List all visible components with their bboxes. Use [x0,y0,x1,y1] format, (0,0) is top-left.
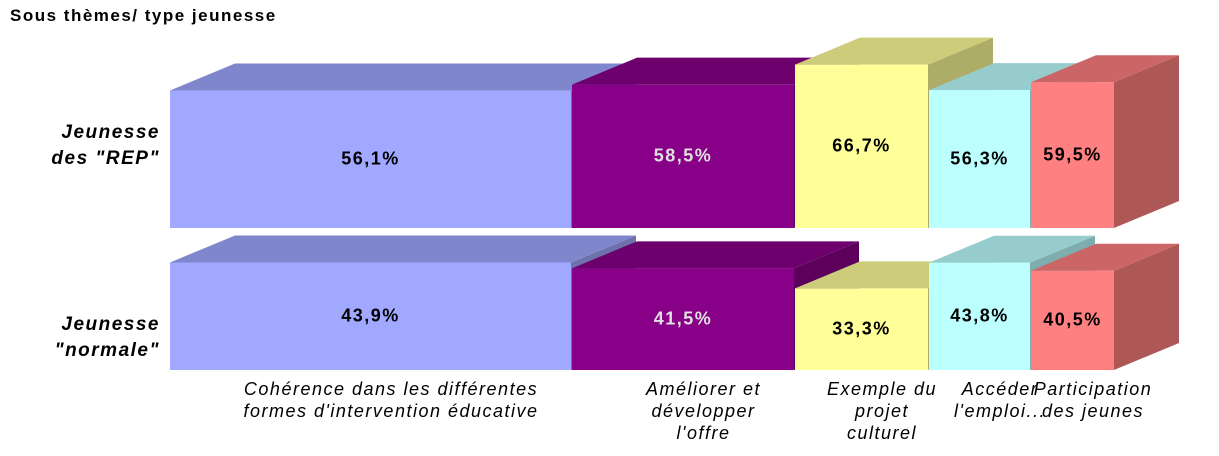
bar-top [572,57,859,85]
value-label: 33,3% [832,318,891,339]
x-tick-label: Cohérence dans les différentes formes d'… [243,379,539,421]
value-label: 66,7% [832,135,891,156]
bar [572,268,794,370]
chart-title: Sous thèmes/ type jeunesse [10,6,277,25]
bar-top [1031,55,1179,83]
x-tick-label: Accéder l'emploi... [954,379,1046,421]
bar-top [170,63,636,91]
value-label: 43,8% [950,305,1009,326]
bar-top [170,235,636,263]
value-label: 59,5% [1043,144,1102,165]
bar [572,84,794,228]
row-label: Jeunesse "normale" [54,314,160,361]
x-tick-label: Améliorer et développer l'offre [645,379,762,443]
bar-side [1114,55,1179,228]
x-tick-label: Exemple du projet culturel [826,379,938,443]
bar [170,90,571,229]
value-label: 56,3% [950,148,1009,169]
bar-top [795,37,993,65]
value-label: 43,9% [341,305,400,326]
bar-top [1031,243,1179,271]
x-tick-label: Participation des jeunes [1033,379,1153,421]
bar [795,288,928,370]
bar [1031,82,1114,228]
bar [929,90,1030,228]
bar [929,262,1030,370]
bar-top [929,235,1095,263]
bar [795,64,928,229]
bar [1031,270,1114,370]
value-label: 41,5% [653,308,713,329]
value-label: 40,5% [1043,309,1102,330]
bar-side [1114,243,1179,370]
bar-top [929,63,1095,91]
value-label: 56,1% [341,148,400,169]
value-label: 58,5% [653,145,713,166]
bar-top [572,241,859,269]
bar [170,262,571,370]
row-label: Jeunesse des "REP" [51,122,160,169]
